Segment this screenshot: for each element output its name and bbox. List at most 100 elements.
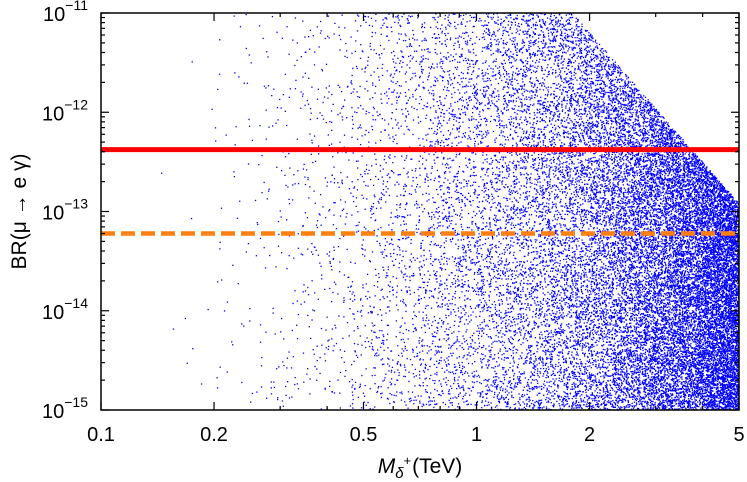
scatter-point	[648, 397, 649, 398]
scatter-point	[544, 313, 545, 314]
scatter-point	[550, 43, 551, 44]
scatter-point	[713, 185, 714, 186]
scatter-point	[680, 278, 681, 279]
scatter-point	[622, 109, 623, 110]
scatter-point	[427, 282, 428, 283]
scatter-point	[461, 343, 462, 344]
scatter-point	[664, 243, 665, 244]
scatter-point	[603, 202, 604, 203]
scatter-point	[434, 160, 435, 161]
scatter-point	[516, 153, 517, 154]
scatter-point	[488, 189, 489, 190]
scatter-point	[323, 119, 324, 120]
scatter-point	[519, 245, 520, 246]
scatter-point	[522, 31, 523, 32]
scatter-point	[659, 194, 660, 195]
scatter-point	[543, 21, 544, 22]
scatter-point	[571, 354, 572, 355]
scatter-point	[684, 280, 685, 281]
scatter-point	[592, 273, 593, 274]
scatter-point	[673, 307, 674, 308]
scatter-point	[641, 236, 642, 237]
scatter-point	[478, 122, 479, 123]
scatter-point	[562, 353, 563, 354]
scatter-point	[496, 207, 497, 208]
scatter-point	[534, 225, 535, 226]
scatter-point	[529, 391, 530, 392]
scatter-point	[629, 209, 630, 210]
scatter-point	[495, 22, 496, 23]
scatter-point	[523, 313, 524, 314]
scatter-point	[723, 394, 724, 395]
scatter-point	[447, 288, 448, 289]
scatter-point	[416, 89, 417, 90]
scatter-point	[575, 196, 576, 197]
scatter-point	[711, 213, 712, 214]
scatter-point	[691, 208, 692, 209]
scatter-point	[652, 175, 653, 176]
scatter-point	[534, 402, 535, 403]
scatter-point	[717, 381, 718, 382]
scatter-point	[578, 278, 579, 279]
scatter-point	[616, 260, 617, 261]
scatter-point	[490, 263, 491, 264]
scatter-point	[406, 350, 407, 351]
scatter-point	[542, 307, 543, 308]
scatter-point	[476, 77, 477, 78]
scatter-point	[587, 98, 588, 99]
scatter-point	[467, 323, 468, 324]
scatter-point	[688, 249, 689, 250]
scatter-point	[635, 123, 636, 124]
scatter-point	[627, 215, 628, 216]
scatter-point	[390, 243, 391, 244]
scatter-point	[632, 82, 633, 83]
scatter-point	[562, 111, 563, 112]
scatter-point	[489, 315, 490, 316]
scatter-point	[384, 249, 385, 250]
scatter-point	[563, 126, 564, 127]
scatter-point	[499, 310, 500, 311]
scatter-point	[412, 73, 413, 74]
scatter-point	[515, 383, 516, 384]
scatter-point	[587, 160, 588, 161]
scatter-point	[580, 65, 581, 66]
scatter-point	[570, 183, 571, 184]
scatter-point	[380, 131, 381, 132]
scatter-point	[661, 390, 662, 391]
scatter-point	[651, 328, 652, 329]
scatter-point	[578, 272, 579, 273]
scatter-point	[719, 325, 720, 326]
scatter-point	[537, 370, 538, 371]
scatter-point	[521, 122, 522, 123]
scatter-point	[620, 161, 621, 162]
scatter-point	[455, 304, 456, 305]
scatter-point	[645, 321, 646, 322]
scatter-point	[672, 326, 673, 327]
scatter-point	[520, 283, 521, 284]
scatter-point	[650, 371, 651, 372]
scatter-point	[491, 184, 492, 185]
scatter-point	[436, 78, 437, 79]
scatter-point	[503, 209, 504, 210]
scatter-point	[491, 391, 492, 392]
scatter-point	[600, 207, 601, 208]
scatter-point	[461, 239, 462, 240]
scatter-point	[672, 321, 673, 322]
scatter-point	[610, 79, 611, 80]
scatter-point	[297, 300, 298, 301]
scatter-point	[541, 275, 542, 276]
scatter-point	[444, 257, 445, 258]
scatter-point	[576, 186, 577, 187]
scatter-point	[689, 205, 690, 206]
scatter-point	[514, 39, 515, 40]
scatter-point	[714, 356, 715, 357]
scatter-point	[529, 292, 530, 293]
scatter-point	[433, 296, 434, 297]
scatter-point	[580, 79, 581, 80]
scatter-point	[500, 317, 501, 318]
scatter-point	[668, 199, 669, 200]
scatter-point	[650, 331, 651, 332]
scatter-point	[639, 169, 640, 170]
scatter-point	[352, 403, 353, 404]
scatter-point	[495, 61, 496, 62]
